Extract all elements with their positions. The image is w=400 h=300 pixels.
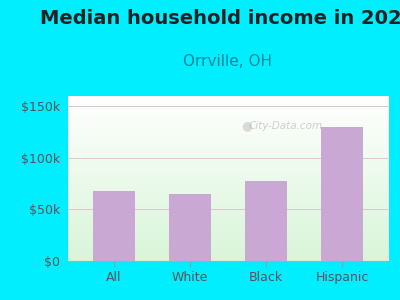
Text: ●: ● bbox=[242, 119, 253, 132]
Bar bbox=[169, 194, 211, 261]
Text: Median household income in 2022: Median household income in 2022 bbox=[40, 9, 400, 28]
Bar bbox=[321, 127, 363, 261]
Bar bbox=[245, 181, 287, 261]
Bar bbox=[93, 191, 135, 261]
Text: Orrville, OH: Orrville, OH bbox=[184, 54, 272, 69]
Text: City-Data.com: City-Data.com bbox=[248, 121, 323, 131]
